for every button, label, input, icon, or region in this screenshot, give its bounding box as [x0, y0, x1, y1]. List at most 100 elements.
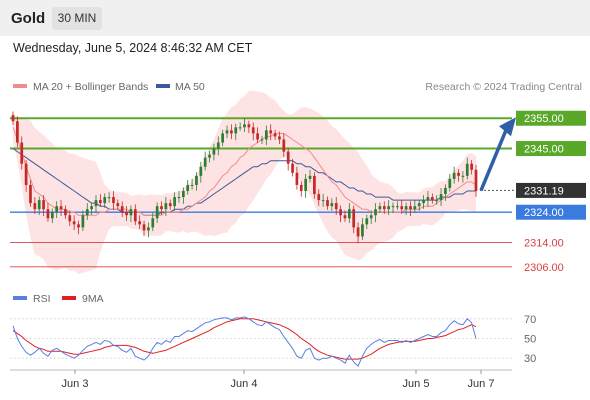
candle-body	[387, 206, 390, 210]
candle-body	[295, 172, 299, 185]
candle	[457, 169, 460, 182]
candle	[50, 208, 54, 223]
candle	[361, 218, 364, 241]
candle	[291, 158, 294, 177]
ma50-legend-label: MA 50	[175, 81, 205, 93]
level-label: 2355.00	[524, 113, 564, 125]
candle-body	[190, 184, 194, 186]
candle-body	[273, 133, 277, 137]
candle-body	[120, 206, 124, 213]
candle-body	[164, 203, 168, 210]
candle	[286, 147, 290, 171]
candle-body	[99, 200, 102, 204]
credit-label: Research © 2024 Trading Central	[425, 81, 582, 93]
candle-body	[199, 166, 203, 176]
candle-body	[203, 157, 207, 167]
candle	[16, 116, 19, 148]
candle-body	[94, 200, 98, 207]
candle	[177, 191, 181, 203]
candle	[243, 118, 246, 133]
candle	[299, 181, 303, 197]
level-label-box	[516, 204, 586, 220]
candle	[195, 172, 198, 191]
candle-body	[85, 209, 89, 216]
candle	[33, 197, 37, 214]
candle	[417, 199, 421, 211]
candle-body	[330, 203, 334, 207]
candle-body	[195, 175, 198, 185]
candle-body	[125, 212, 128, 216]
candle-body	[151, 218, 155, 228]
candle-body	[339, 209, 342, 216]
candle-body	[430, 197, 434, 201]
candle	[444, 184, 447, 201]
candle	[147, 222, 150, 238]
candle	[94, 195, 98, 213]
x-tick-label: Jun 5	[403, 378, 430, 390]
candle-body	[352, 209, 356, 228]
candle	[295, 166, 299, 190]
candle	[103, 193, 107, 208]
candle-body	[422, 200, 425, 204]
candle-body	[264, 130, 268, 140]
candle	[37, 196, 41, 215]
candle-body	[334, 203, 338, 210]
candle	[304, 174, 308, 198]
level-labels: 2355.00 2345.00 2324.00 2314.00 2306.00 2331.…	[516, 110, 586, 274]
candle-body	[365, 218, 369, 225]
level-label: 2345.00	[524, 144, 564, 156]
candle-body	[347, 209, 351, 219]
candle-body	[448, 178, 452, 188]
ma9-legend-label: 9MA	[82, 293, 104, 305]
candle	[439, 187, 443, 206]
candle-body	[221, 133, 225, 143]
candle-body	[439, 194, 443, 201]
candle	[24, 160, 28, 192]
candle	[374, 203, 377, 223]
candle-body	[129, 209, 133, 216]
candle-body	[243, 124, 246, 128]
candle-body	[444, 187, 447, 195]
candle	[203, 151, 207, 171]
candle	[81, 210, 85, 232]
candle	[321, 194, 325, 207]
candle-body	[112, 197, 115, 204]
candle	[278, 131, 281, 145]
bollinger-band	[13, 90, 476, 275]
candle	[168, 199, 172, 210]
ma9-legend-swatch	[62, 296, 76, 300]
timeframe-badge[interactable]: 30 MIN	[52, 7, 102, 30]
candle	[343, 210, 347, 222]
candle	[378, 202, 382, 213]
candle-body	[59, 206, 63, 210]
candle-body	[24, 163, 28, 185]
candle	[330, 198, 334, 211]
candle-body	[465, 163, 469, 176]
candle-body	[29, 184, 32, 204]
candle-body	[470, 163, 473, 170]
rsi-ma9-line	[12, 318, 477, 360]
candle	[221, 129, 225, 147]
candle-body	[247, 124, 251, 128]
current-price-box	[516, 182, 586, 198]
candle-body	[50, 212, 54, 219]
candle-body	[286, 151, 290, 164]
candle-body	[107, 197, 111, 199]
candle	[247, 120, 251, 134]
ma20-legend-swatch	[13, 84, 27, 88]
candle-body	[20, 142, 24, 164]
rsi-tick-label: 50	[524, 334, 536, 346]
candle-body	[413, 206, 417, 210]
candle-body	[396, 206, 399, 208]
candle	[138, 215, 142, 230]
candle	[387, 200, 390, 215]
candle	[474, 164, 478, 197]
timestamp: Wednesday, June 5, 2024 8:46:32 AM CET	[13, 41, 253, 55]
candle	[396, 201, 399, 210]
candle-body	[269, 130, 273, 134]
candle	[85, 203, 89, 220]
candle	[46, 203, 50, 222]
candle-body	[77, 224, 80, 228]
candle	[313, 172, 316, 199]
candle	[59, 200, 63, 217]
